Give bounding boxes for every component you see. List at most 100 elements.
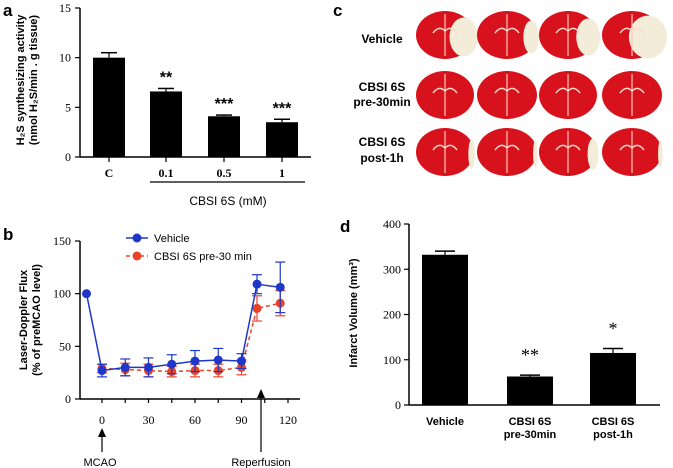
panel-a-significance: ** — [160, 69, 173, 86]
panel-a-ytick-label: 10 — [59, 51, 71, 65]
panel-d-category-label-2: post-1h — [593, 429, 633, 441]
slice-ventricle — [555, 144, 581, 151]
mcao-arrow: MCAO — [84, 428, 117, 468]
row-label-pre-2: pre-30min — [353, 95, 410, 109]
legend-vehicle-label: Vehicle — [154, 233, 189, 245]
panel-letter-b: b — [3, 225, 13, 244]
panel-b-ylabel-2: (% of preMCAO level) — [31, 264, 43, 376]
panel-a-y-ticks: 0 5 10 15 — [59, 1, 80, 164]
panel-d-ytick-label: 300 — [383, 262, 401, 276]
slice-ventricle — [555, 27, 581, 34]
panel-a-bar — [208, 116, 240, 157]
panel-d-bar — [422, 254, 468, 405]
series-point-vehicle — [97, 366, 107, 376]
panel-d-significance: ** — [521, 345, 539, 365]
slice-ventricle — [619, 87, 645, 94]
panel-d-y-ticks: 0 100 200 300 400 — [383, 217, 409, 412]
panel-b-xtick-label: 120 — [279, 413, 297, 427]
panel-d-ylabel: Infarct Volume (mm³) — [348, 258, 360, 368]
panel-b-xtick-label: 60 — [189, 413, 201, 427]
panel-d-ytick-label: 100 — [383, 353, 401, 367]
panel-d-category-label: CBSI 6S — [592, 416, 635, 428]
legend-cbsi-label: CBSI 6S pre-30 min — [154, 251, 252, 263]
series-point-vehicle — [120, 362, 130, 372]
panel-a-category-label: 0.1 — [159, 166, 174, 180]
row-label-post-2: post-1h — [360, 151, 403, 165]
panel-a-ytick-label: 0 — [65, 150, 71, 164]
series-point-cbsi — [252, 303, 262, 313]
panel-a-category-label: 1 — [279, 166, 285, 180]
series-point-vehicle — [144, 362, 153, 372]
slice-ventricle — [555, 87, 581, 94]
panel-b-x-ticks: 0 30 60 90 120 — [99, 399, 297, 427]
legend-cbsi-marker — [132, 251, 142, 261]
series-point-vehicle — [237, 356, 246, 366]
panel-d-category-label-2: pre-30min — [504, 429, 557, 441]
row-label-post-1: CBSI 6S — [359, 135, 406, 149]
panel-b-legend: Vehicle CBSI 6S pre-30 min — [126, 233, 252, 263]
panel-letter-c: c — [333, 1, 342, 20]
panel-d-bar — [590, 352, 636, 405]
panel-a-bar — [150, 91, 182, 157]
mcao-label: MCAO — [84, 457, 117, 468]
infarct-region — [576, 18, 601, 56]
panel-a-ytick-label: 15 — [59, 1, 71, 15]
panel-a-category-label: 0.5 — [217, 166, 232, 180]
panel-d-category-label: Vehicle — [426, 416, 464, 428]
series-point-vehicle — [213, 355, 223, 365]
row-label-vehicle: Vehicle — [361, 32, 403, 46]
panel-a-significance: *** — [215, 96, 234, 113]
panel-letter-a: a — [3, 1, 13, 20]
panel-a: a H₂S synthesizing activity (nmol H₂S/mi… — [3, 1, 311, 208]
panel-b-ytick-label: 100 — [53, 287, 71, 301]
series-point-vehicle — [275, 282, 285, 292]
reperfusion-arrow: Reperfusion — [231, 389, 291, 468]
panel-d-category-label: CBSI 6S — [509, 416, 552, 428]
slice-ventricle — [432, 27, 458, 34]
panel-a-significance: *** — [273, 100, 292, 117]
panel-b-xtick-label: 30 — [143, 413, 155, 427]
infarct-region — [449, 17, 478, 57]
brain-slice-grid — [416, 11, 668, 176]
slice-ventricle — [432, 87, 458, 94]
panel-b-series — [82, 261, 286, 378]
slice-ventricle — [432, 144, 458, 151]
panel-d-ytick-label: 0 — [395, 398, 401, 412]
panel-b-ytick-label: 0 — [65, 392, 71, 406]
infarct-region — [587, 138, 599, 170]
slice-ventricle — [494, 144, 520, 151]
infarct-region — [468, 139, 475, 169]
series-point-vehicle — [190, 356, 200, 366]
panel-b-ytick-label: 150 — [53, 234, 71, 248]
panel-d-ytick-label: 400 — [383, 217, 401, 231]
infarct-region — [533, 139, 538, 169]
slice-ventricle — [619, 27, 645, 34]
slice-ventricle — [494, 27, 520, 34]
panel-b: b Laser-Doppler Flux (% of preMCAO level… — [3, 225, 300, 468]
panel-d: d Infarct Volume (mm³) 0 100 200 300 400 Veh… — [340, 217, 660, 441]
panel-a-group-label: CBSI 6S (mM) — [189, 194, 266, 208]
panel-a-ylabel-2: (nmol H₂S/min . g tissue) — [28, 15, 40, 146]
panel-c: c Vehicle CBSI 6S pre-30min CBSI 6S post… — [333, 1, 668, 176]
panel-b-xtick-label: 90 — [236, 413, 248, 427]
panel-a-bar — [266, 122, 298, 157]
infarct-region — [628, 15, 668, 59]
series-point-vehicle — [167, 359, 177, 369]
panel-b-xtick-label: 0 — [99, 413, 105, 427]
panel-a-bars: C 0.1 ** 0.5 *** 1 *** — [93, 51, 298, 180]
series-point-vehicle — [82, 289, 91, 299]
panel-a-ytick-label: 5 — [65, 100, 71, 114]
series-point-vehicle — [252, 279, 262, 289]
panel-a-category-label: C — [105, 166, 114, 180]
row-label-pre-1: CBSI 6S — [359, 80, 406, 94]
slice-ventricle — [619, 144, 645, 151]
panel-b-ytick-label: 50 — [59, 339, 71, 353]
panel-a-ylabel-1: H₂S synthesizing activity — [15, 14, 27, 146]
panel-b-y-ticks: 0 50 100 150 — [53, 234, 80, 406]
panel-d-significance: * — [609, 318, 618, 338]
series-line-vehicle — [85, 283, 281, 372]
legend-vehicle-marker — [132, 233, 142, 243]
panel-d-ytick-label: 200 — [383, 308, 401, 322]
